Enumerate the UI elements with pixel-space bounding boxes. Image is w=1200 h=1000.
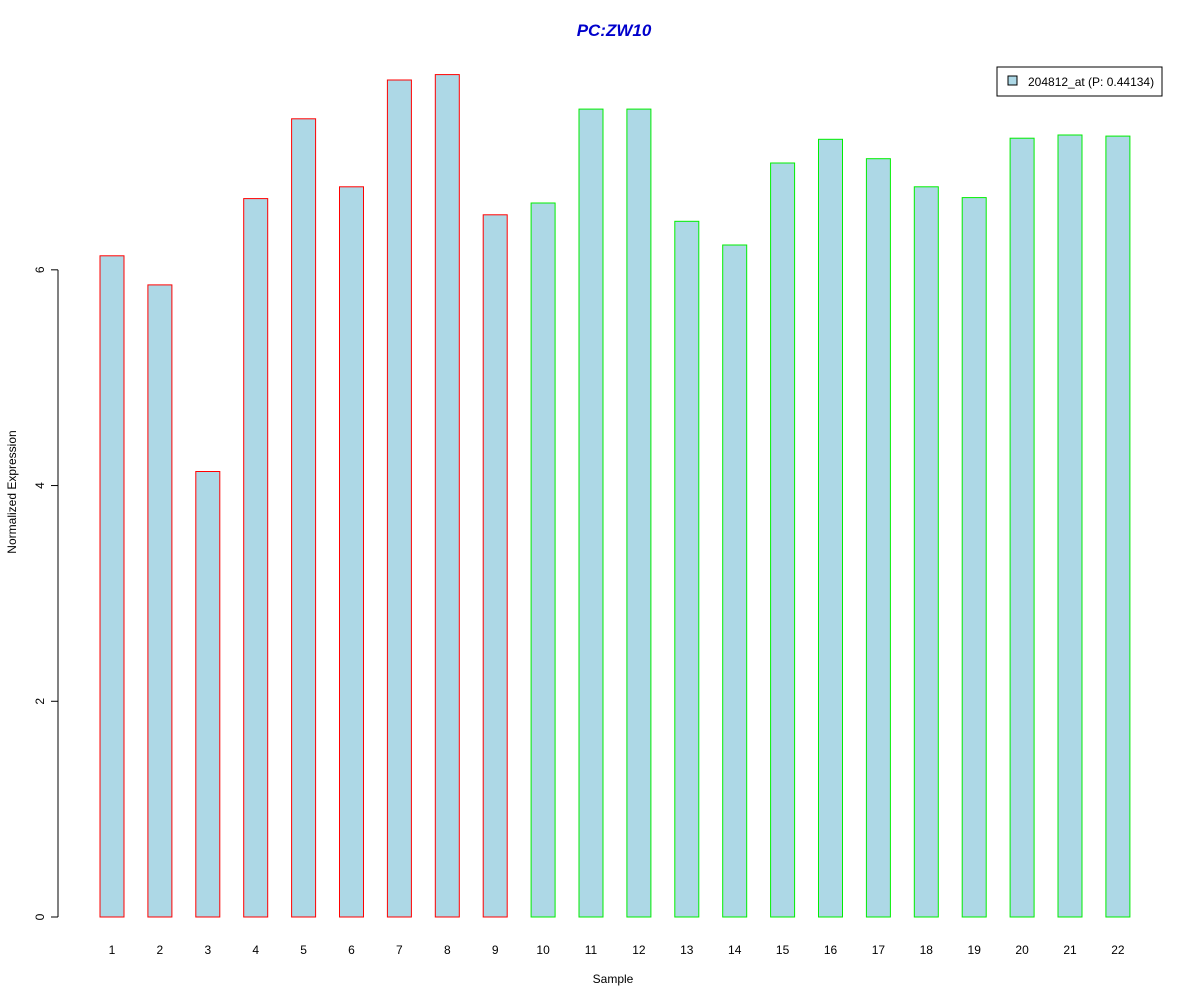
x-tick-label: 4 [252,943,259,957]
x-axis-title: Sample [593,972,634,986]
x-tick-label: 22 [1111,943,1125,957]
bar [147,284,173,918]
bar [722,244,748,918]
y-tick-label: 2 [33,698,47,705]
x-tick-label: 17 [872,943,886,957]
x-tick-label: 20 [1015,943,1029,957]
x-tick-label: 13 [680,943,694,957]
bar [482,214,508,918]
x-tick-label: 9 [492,943,499,957]
x-tick-labels: 1 2 3 4 5 6 7 8 9 10 11 12 13 14 15 16 17 18 19 20 21 22 [109,943,1125,957]
bar [434,74,460,918]
x-tick-label: 5 [300,943,307,957]
x-tick-label: 1 [109,943,116,957]
bar [865,158,891,918]
x-tick-label: 18 [920,943,934,957]
bar [243,198,269,918]
bar [291,118,317,918]
x-tick-label: 12 [632,943,646,957]
chart-title: PC:ZW10 [577,21,652,40]
bar [626,108,652,918]
x-tick-label: 8 [444,943,451,957]
bar [530,202,556,918]
bar [818,138,843,918]
bar [1057,134,1083,918]
x-tick-label: 6 [348,943,355,957]
bar [961,197,987,918]
legend: 204812_at (P: 0.44134) [996,66,1163,97]
bar [339,186,364,918]
y-axis: 0 2 4 6 [33,266,59,920]
bar [1105,135,1131,918]
bars [99,74,1131,918]
y-axis-title: Normalized Expression [5,430,19,553]
x-tick-label: 10 [536,943,550,957]
y-tick-label: 0 [33,913,47,920]
legend-label: 204812_at (P: 0.44134) [1028,75,1154,89]
x-tick-label: 3 [204,943,211,957]
bar [578,108,604,918]
bar [770,162,796,918]
legend-box [996,66,1163,97]
bar [913,186,939,918]
x-tick-label: 7 [396,943,403,957]
bar [674,220,700,918]
y-tick-label: 4 [33,482,47,489]
legend-swatch [1007,75,1018,86]
x-tick-label: 21 [1063,943,1077,957]
x-tick-label: 19 [968,943,982,957]
bar [195,471,221,918]
x-tick-label: 16 [824,943,838,957]
x-tick-label: 2 [157,943,164,957]
y-tick-label: 6 [33,266,47,273]
x-tick-label: 15 [776,943,790,957]
x-tick-label: 14 [728,943,742,957]
bar [99,255,125,918]
x-tick-label: 11 [585,943,598,957]
bar [386,79,412,918]
bar [1009,137,1035,918]
